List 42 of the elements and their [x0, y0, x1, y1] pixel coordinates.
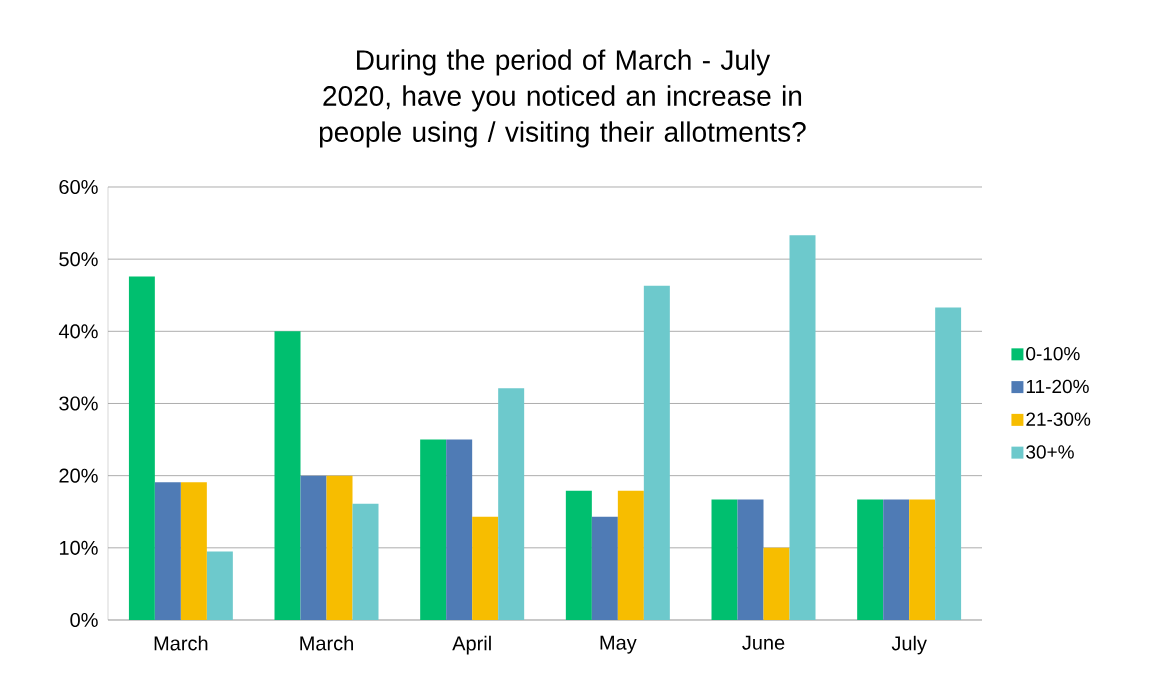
bar	[326, 475, 353, 620]
x-tick-label: May	[600, 635, 637, 654]
chart-title: During the period of March - July 2020, have you noticed an increase in people using / visiting their allotments?	[319, 49, 806, 148]
bar	[300, 475, 327, 620]
x-tick-label: March	[154, 635, 208, 651]
bar	[446, 439, 473, 620]
x-tick-label: July	[891, 635, 927, 655]
legend-label: 21-30%	[1026, 412, 1091, 426]
bar	[883, 499, 910, 620]
bar	[498, 388, 525, 620]
legend-label: 0-10%	[1026, 346, 1080, 361]
bar	[472, 516, 499, 620]
y-tick-label: 40%	[58, 324, 98, 339]
bar	[420, 439, 447, 620]
y-tick-label: 0%	[70, 612, 98, 628]
bar	[643, 285, 670, 620]
bar	[711, 499, 738, 620]
bar	[128, 276, 155, 620]
y-tick-label: 30%	[59, 396, 98, 411]
legend-label: 30+%	[1026, 445, 1074, 459]
bar	[591, 516, 618, 620]
x-tick-label: April	[452, 635, 491, 655]
y-tick-label: 60%	[59, 179, 98, 195]
x-tick-label: June	[742, 635, 785, 650]
y-tick-label: 50%	[59, 252, 98, 267]
bar	[909, 499, 936, 620]
bar	[206, 551, 233, 620]
bar	[763, 547, 790, 620]
bar	[154, 482, 181, 620]
bar	[352, 503, 379, 620]
x-tick-label: March	[300, 635, 353, 651]
legend-label: 11-20%	[1026, 379, 1089, 394]
bar	[565, 490, 592, 620]
bar	[737, 499, 764, 620]
bar	[857, 499, 884, 620]
bar	[274, 331, 301, 620]
bar	[789, 235, 816, 620]
bar	[180, 482, 207, 620]
y-tick-label: 10%	[59, 540, 98, 555]
bar	[617, 490, 644, 620]
y-tick-label: 20%	[59, 468, 98, 483]
bar	[935, 307, 962, 620]
